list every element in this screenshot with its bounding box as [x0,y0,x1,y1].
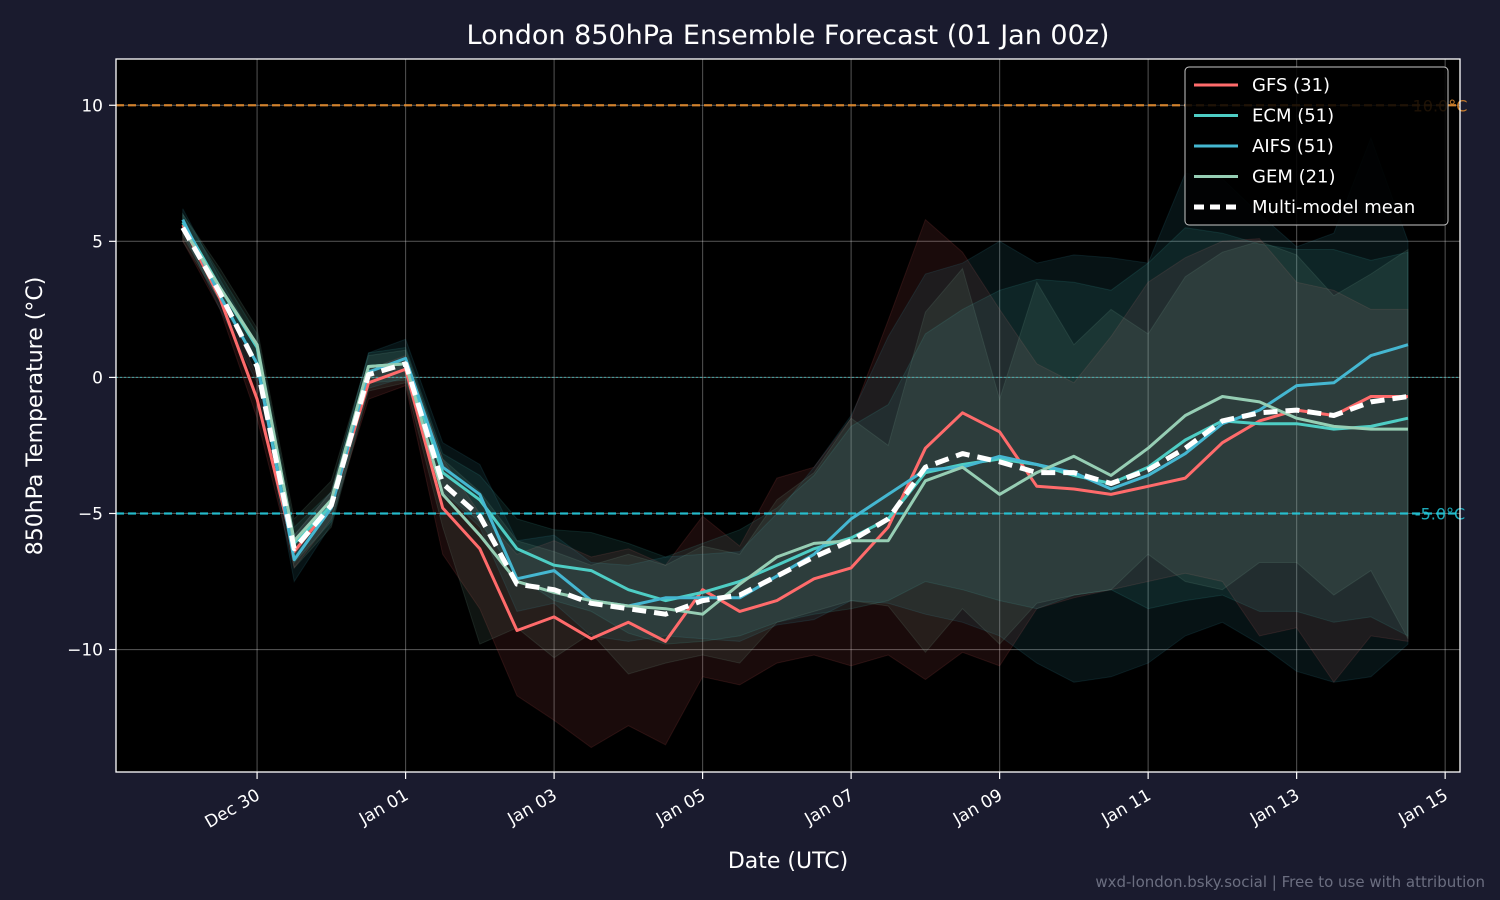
spread-band-3 [182,212,1409,675]
plot-frame [115,58,1461,773]
chart-title: London 850hPa Ensemble Forecast (01 Jan … [467,20,1110,51]
y-tick-label: −5 [78,504,103,524]
attribution-text: wxd-london.bsky.social | Free to use wit… [1095,873,1485,891]
series-line-3 [181,226,1408,616]
legend-label-1: ECM (51) [1252,106,1334,127]
legend-label-0: GFS (31) [1252,75,1330,96]
legend-box [1184,66,1449,226]
y-axis-label: 850hPa Temperature (°C) [23,277,48,556]
legend-label-4: Multi-model mean [1252,197,1415,218]
y-tick-label: 10 [81,96,103,116]
spread-band-0 [182,218,1409,749]
y-tick-label: 5 [92,232,103,252]
legend-label-3: GEM (21) [1252,167,1336,188]
legend-label-2: AIFS (51) [1252,136,1334,157]
series-line-4 [180,226,1409,617]
spread-band-1 [182,212,1409,645]
y-tick-label: 0 [92,368,103,388]
legend: GFS (31) ECM (51) AIFS (51) GEM (21) Multi-m… [1184,66,1449,226]
y-tick-label: −10 [67,641,103,661]
series-lines [180,218,1409,643]
series-line-0 [181,224,1408,643]
reference-label-1: -5.0°C [1415,504,1465,523]
x-axis-label: Date (UTC) [728,849,848,874]
